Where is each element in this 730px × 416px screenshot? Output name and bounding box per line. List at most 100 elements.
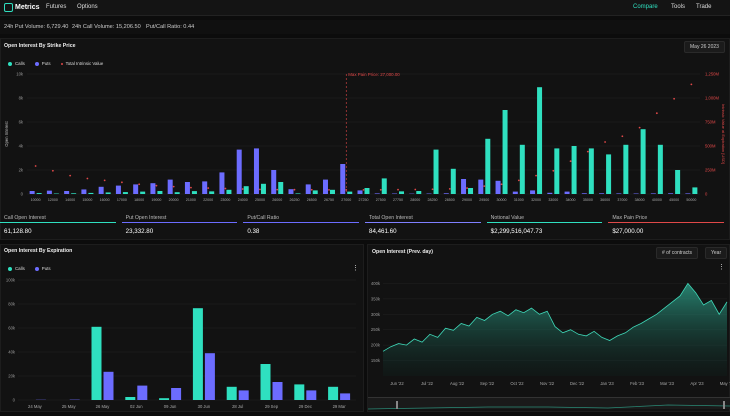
- date-select[interactable]: May 26 2023: [684, 41, 725, 53]
- calls-dot-icon: [8, 62, 12, 66]
- y-tick-label: 80k: [8, 302, 16, 307]
- intrinsic-point: [328, 189, 330, 191]
- intrinsic-point: [466, 187, 468, 189]
- x-tick-label: 30 Jun: [198, 404, 211, 409]
- metric-value: 84,461.60: [369, 228, 397, 235]
- intrinsic-point: [294, 189, 296, 191]
- strike-chart: 02k4k6k8k10k0250M500M750M1,000M1,250MOpe…: [0, 66, 730, 212]
- y2-tick-label: 0: [705, 192, 708, 197]
- max-pain-label: Max Pain Price: 27,000.00: [348, 72, 400, 77]
- y-tick-label: 6k: [19, 120, 24, 125]
- x-tick-label: Jan '23: [600, 381, 614, 386]
- logo-icon: [4, 3, 13, 12]
- x-tick-label: 26000: [272, 198, 282, 202]
- nav-futures[interactable]: Futures: [46, 4, 66, 10]
- put-bar: [273, 382, 283, 400]
- range-select[interactable]: Year: [705, 247, 727, 259]
- x-tick-label: 36000: [600, 198, 610, 202]
- x-tick-label: 24 May: [28, 404, 43, 409]
- put-bar: [254, 148, 259, 194]
- intrinsic-point: [604, 141, 606, 143]
- brand-name: Metrics: [15, 4, 40, 11]
- x-tick-label: 37000: [617, 198, 627, 202]
- call-bar: [88, 193, 93, 194]
- call-bar: [416, 191, 421, 194]
- metric-underline: [122, 222, 238, 223]
- x-tick-label: Dec '22: [570, 381, 585, 386]
- intrinsic-point: [156, 185, 158, 187]
- put-bar: [599, 193, 604, 194]
- put-bar: [99, 187, 104, 194]
- brand-logo[interactable]: Metrics: [4, 3, 40, 12]
- metric-label: Total Open Interest: [369, 215, 413, 221]
- strike-panel-title: Open Interest By Strike Price: [4, 43, 76, 49]
- nav-tools[interactable]: Tools: [671, 4, 685, 10]
- x-tick-label: Feb '23: [630, 381, 645, 386]
- nav-compare[interactable]: Compare: [633, 4, 658, 10]
- y-tick-label: 0: [21, 192, 24, 197]
- intrinsic-point: [432, 188, 434, 190]
- put-bar: [133, 184, 138, 194]
- calls-dot-icon: [8, 267, 12, 271]
- metric-underline: [487, 222, 603, 223]
- call-bar: [347, 192, 352, 194]
- metric-label: Put/Call Ratio: [247, 215, 279, 221]
- metric-value: 23,332.80: [126, 228, 154, 235]
- call-bar: [692, 187, 697, 194]
- x-tick-label: 29 Dec: [299, 404, 312, 409]
- navigator-left-handle[interactable]: [396, 401, 398, 409]
- call-bar: [244, 186, 249, 194]
- put-bar: [237, 150, 242, 194]
- intrinsic-point: [86, 178, 88, 180]
- y-tick-label: 350k: [371, 296, 381, 301]
- x-tick-label: 26 May: [96, 404, 111, 409]
- x-tick-label: Jun '22: [390, 381, 404, 386]
- x-tick-label: Oct '22: [510, 381, 524, 386]
- call-bar: [125, 397, 135, 400]
- intrinsic-point: [552, 170, 554, 172]
- put-bar: [239, 390, 249, 400]
- put-bar: [375, 193, 380, 194]
- intrinsic-point: [621, 135, 623, 137]
- prevday-panel-title: Open Interest (Prev. day): [372, 249, 433, 255]
- expiry-menu-icon[interactable]: ⋮: [352, 264, 359, 272]
- top-nav: Metrics Futures Options Compare Tools Tr…: [0, 0, 730, 16]
- intrinsic-point: [483, 185, 485, 187]
- nav-options[interactable]: Options: [77, 4, 98, 10]
- x-tick-label: 27250: [359, 198, 369, 202]
- put-bar: [478, 180, 483, 194]
- range-navigator[interactable]: [368, 397, 730, 409]
- put-bar: [306, 390, 316, 400]
- call-bar: [589, 148, 594, 194]
- put-bar: [185, 182, 190, 194]
- y2-tick-label: 1,000M: [705, 96, 719, 101]
- x-tick-label: 28000: [410, 198, 420, 202]
- x-tick-label: Mar '23: [660, 381, 675, 386]
- intrinsic-point: [207, 187, 209, 189]
- call-bar: [554, 148, 559, 194]
- call-bar: [71, 193, 76, 194]
- call-bar: [382, 178, 387, 194]
- expiry-legend-puts[interactable]: Puts: [35, 266, 51, 271]
- puts-dot-icon: [35, 267, 39, 271]
- x-tick-label: 27000: [341, 198, 351, 202]
- metric-label: Max Pain Price: [612, 215, 647, 221]
- nav-trade[interactable]: Trade: [696, 4, 711, 10]
- x-tick-label: 17000: [117, 198, 127, 202]
- intrinsic-point: [225, 188, 227, 190]
- expiry-legend-calls-label: Calls: [15, 266, 25, 271]
- expiry-legend-calls[interactable]: Calls: [8, 266, 25, 271]
- call-bar: [157, 191, 162, 194]
- put-bar: [219, 172, 224, 194]
- navigator-right-handle[interactable]: [723, 401, 725, 409]
- x-tick-label: 18000: [134, 198, 144, 202]
- metric-value: $27,000.00: [612, 228, 643, 235]
- call-volume: 24h Call Volume: 15,206.50: [72, 24, 141, 30]
- intrinsic-point: [35, 165, 37, 167]
- y-tick-label: 100k: [6, 278, 16, 283]
- x-tick-label: 09 Jun: [164, 404, 177, 409]
- call-bar: [192, 191, 197, 194]
- x-tick-label: 20000: [169, 198, 179, 202]
- put-bar: [81, 189, 86, 194]
- contracts-select[interactable]: # of contracts: [656, 247, 698, 259]
